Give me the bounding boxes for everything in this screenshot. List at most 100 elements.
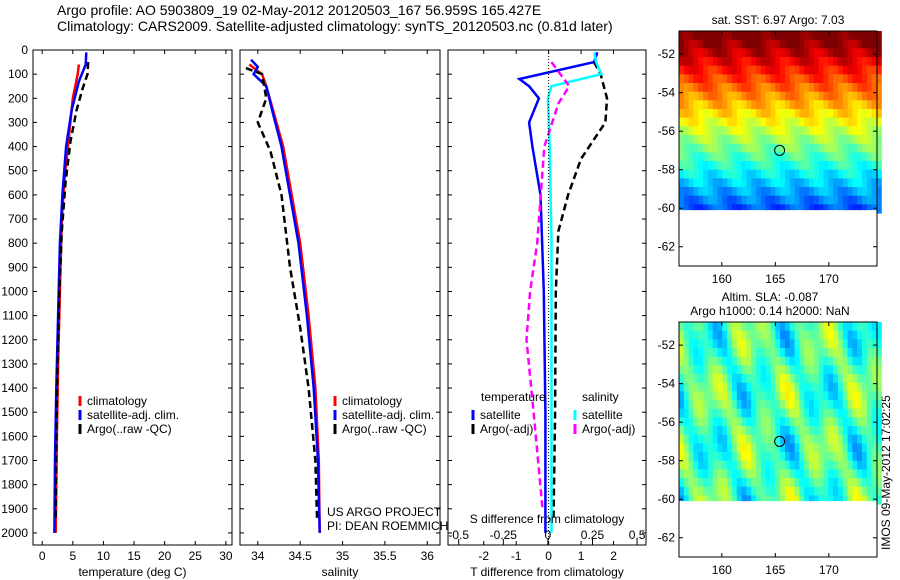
map-cell [722,143,728,153]
map-cell [712,348,718,358]
map-cell [804,169,810,179]
map-cell [736,382,743,392]
map-cell [751,74,757,84]
map-cell [804,330,810,340]
map-cell [842,39,849,49]
map-cell [683,469,690,479]
map-cell [837,330,844,340]
map-cell [732,152,738,162]
x-tick-label: 15 [127,549,141,563]
map-cell [679,434,685,444]
map-cell [698,100,704,110]
map-cell [746,339,752,349]
map-cell [804,143,810,153]
x-tick-label: 0 [39,549,46,563]
map-cell [703,382,709,392]
map-cell [804,91,810,101]
map-cell [789,391,796,401]
map-cell [823,39,829,49]
map-cell [717,169,723,179]
map-cell [746,348,752,358]
map-cell [794,339,800,349]
map-cell [722,460,728,470]
map-cell [809,417,815,427]
map-cell [770,126,776,136]
map-cell [804,417,810,427]
map-cell [741,31,747,41]
map-cell [828,100,834,110]
map-cell [828,135,834,145]
map-cell [683,178,690,188]
map-cell [789,195,796,205]
map-cell [751,339,757,349]
map-cell [741,135,747,145]
map-cell [741,478,747,488]
map-cell [866,322,873,332]
map-cell [775,31,781,41]
map-cell [746,365,752,375]
map-cell [727,330,733,340]
y-tick-label: 900 [8,260,28,274]
map-cell [857,195,863,205]
map-cell [712,57,718,67]
map-cell [837,495,844,505]
map-cell [703,161,709,171]
map-cell [818,65,824,75]
map-cell [732,322,738,332]
map-cell [857,374,863,384]
map-cell [813,135,820,145]
map-cell [780,31,786,41]
map-cell [707,391,714,401]
map-cell [770,91,776,101]
map-cell [794,100,800,110]
map-cell [871,478,877,488]
map-cell [828,126,834,136]
map-cell [837,348,844,358]
legend-label: climatology [87,394,147,408]
map-cell [785,408,791,418]
map-cell [842,48,849,58]
map-cell [693,374,699,384]
map-cell [693,83,699,93]
map-cell [823,382,829,392]
map-cell [866,365,873,375]
map-cell [794,195,800,205]
map-cell [683,382,690,392]
map-cell [722,486,728,496]
map-cell [693,91,699,101]
map-cell [785,117,791,127]
map-cell [837,178,844,188]
map-cell [741,400,747,410]
map-cell [847,391,853,401]
map-cell [693,478,699,488]
map-cell [794,434,800,444]
map-cell [707,443,714,453]
map-cell [852,91,858,101]
map-y-tick-label: -58 [658,454,676,468]
map-cell [775,204,781,214]
map-cell [857,204,863,214]
x-axis-label: T difference from climatology [470,565,624,579]
map-cell [770,169,776,179]
map-cell [852,178,858,188]
map-cell [813,83,820,93]
map-cell [717,365,723,375]
map-cell [707,187,714,197]
map-cell [871,452,877,462]
map-cell [703,187,709,197]
y-tick-label: 1000 [1,284,28,298]
map-cell [847,356,853,366]
map-cell [717,391,723,401]
map-cell [847,443,853,453]
map-cell [837,195,844,205]
map-cell [857,83,863,93]
map-cell [833,143,839,153]
map-cell [746,400,752,410]
map-cell [799,486,805,496]
map-cell [866,330,873,340]
map-cell [775,91,781,101]
map-cell [780,478,786,488]
map-cell [780,83,786,93]
